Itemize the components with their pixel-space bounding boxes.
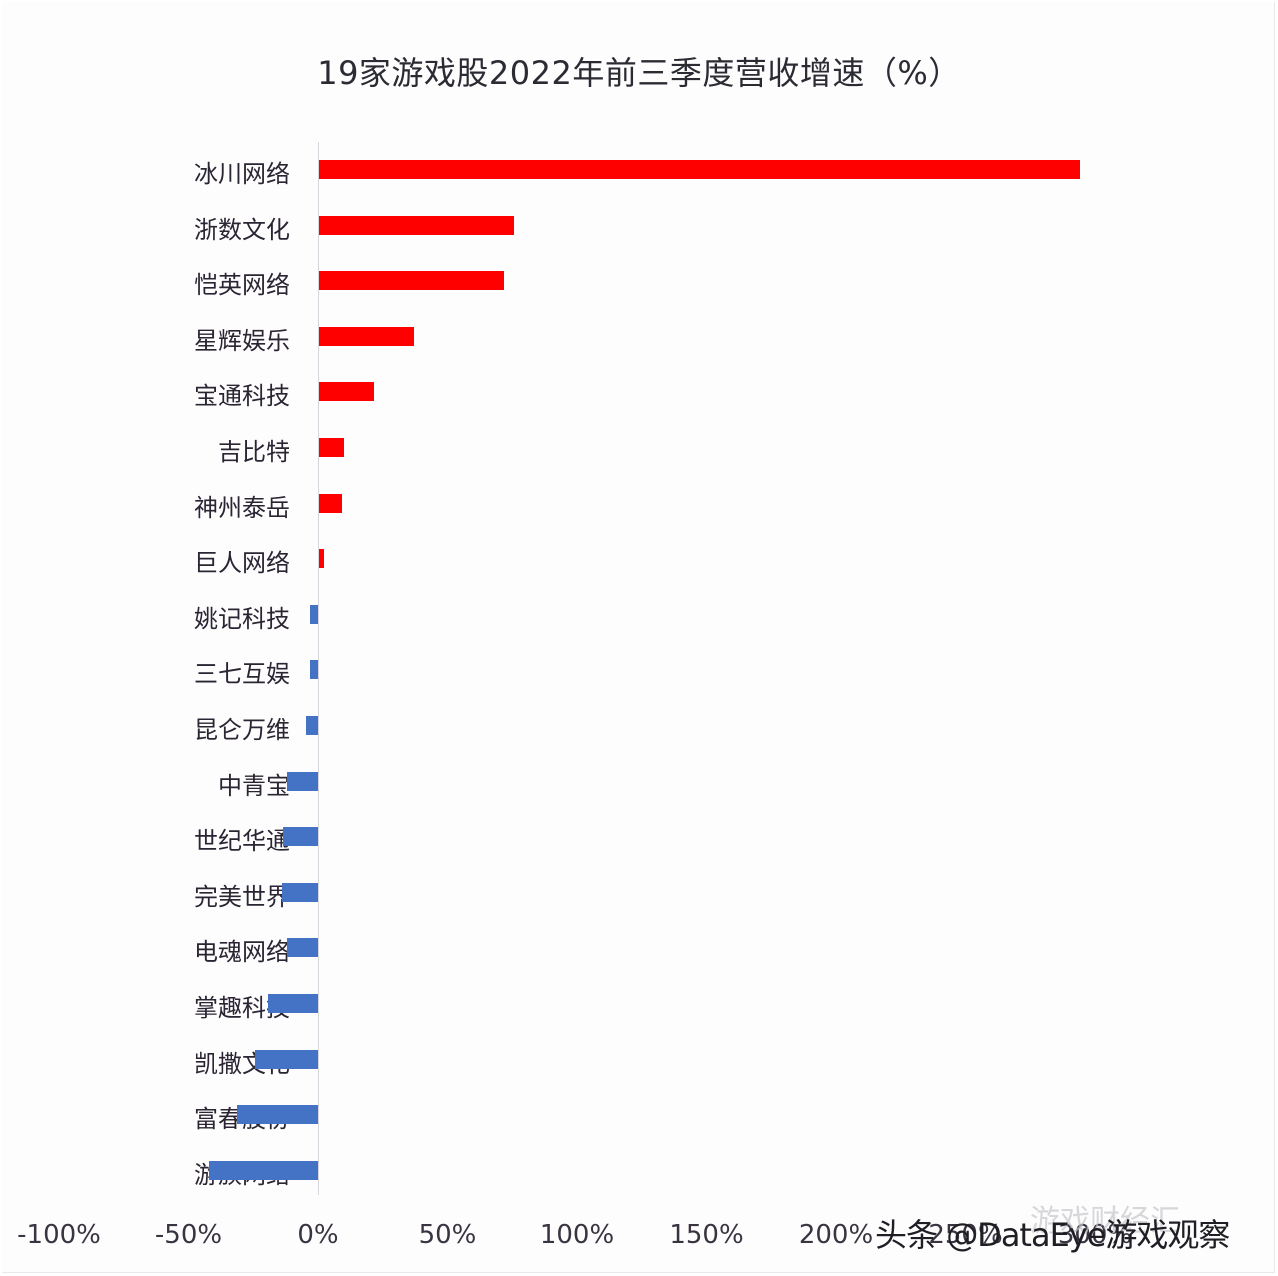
negative-bar — [309, 660, 318, 680]
positive-bar — [319, 160, 1080, 179]
bar-row: 浙数文化 — [0, 206, 1278, 246]
bar-row: 游族网络 — [0, 1151, 1278, 1191]
bar-row: 凯撒文化 — [0, 1040, 1278, 1080]
negative-bar — [283, 827, 318, 847]
positive-bar — [319, 382, 374, 402]
positive-bar — [319, 438, 345, 457]
negative-bar — [286, 938, 318, 958]
category-label: 神州泰岳 — [194, 493, 290, 522]
bar-row: 中青宝 — [0, 762, 1278, 802]
category-label: 恺英网络 — [194, 271, 290, 300]
negative-bar — [236, 1105, 318, 1125]
bar-row: 宝通科技 — [0, 372, 1278, 412]
category-label: 浙数文化 — [194, 215, 290, 244]
positive-bar — [319, 326, 415, 346]
negative-bar — [255, 1049, 318, 1069]
x-tick-label: 250% — [928, 1220, 1003, 1250]
category-label: 姚记科技 — [194, 604, 290, 633]
bar-row: 富春股份 — [0, 1095, 1278, 1135]
bar-row: 电魂网络 — [0, 928, 1278, 968]
negative-bar — [268, 994, 318, 1013]
positive-bar — [319, 271, 504, 291]
category-label: 世纪华通 — [194, 827, 290, 856]
bar-row: 昆仑万维 — [0, 706, 1278, 746]
negative-bar — [281, 882, 318, 902]
negative-bar — [309, 604, 318, 624]
x-tick-label: 100% — [539, 1220, 615, 1250]
watermark-primary: 头条 @DataEye游戏观察 — [875, 1216, 1230, 1254]
category-label: 星辉娱乐 — [194, 326, 290, 355]
x-tick-label: 50% — [418, 1220, 477, 1250]
bar-row: 吉比特 — [0, 428, 1278, 468]
bar-row: 完美世界 — [0, 873, 1278, 913]
x-tick-label: 0% — [297, 1220, 339, 1250]
positive-bar — [319, 493, 343, 513]
negative-bar — [306, 716, 318, 735]
category-label: 巨人网络 — [194, 549, 290, 578]
bar-row: 神州泰岳 — [0, 484, 1278, 524]
category-label: 中青宝 — [218, 771, 290, 800]
bar-row: 巨人网络 — [0, 539, 1278, 579]
positive-bar — [319, 549, 324, 569]
bar-row: 冰川网络 — [0, 150, 1278, 190]
negative-bar — [286, 771, 318, 791]
category-label: 三七互娱 — [194, 660, 290, 689]
x-tick-label: 150% — [669, 1220, 744, 1250]
category-label: 吉比特 — [218, 438, 290, 466]
category-label: 完美世界 — [194, 882, 290, 911]
category-label: 宝通科技 — [194, 382, 290, 411]
bar-row: 掌趣科技 — [0, 984, 1278, 1024]
negative-bar — [208, 1160, 318, 1180]
bar-row: 世纪华通 — [0, 817, 1278, 857]
x-tick-label: 300% — [1057, 1220, 1133, 1250]
positive-bar — [319, 215, 515, 235]
bar-row: 恺英网络 — [0, 261, 1278, 301]
bar-row: 三七互娱 — [0, 650, 1278, 690]
x-tick-label: -50% — [154, 1220, 223, 1250]
category-label: 冰川网络 — [194, 160, 290, 188]
zero-axis-line — [318, 142, 319, 1195]
category-label: 昆仑万维 — [194, 716, 290, 744]
watermark-secondary: 游戏财经汇 — [1030, 1204, 1180, 1239]
bar-row: 姚记科技 — [0, 595, 1278, 635]
chart-title: 19家游戏股2022年前三季度营收增速（%） — [317, 54, 961, 92]
x-tick-label: -100% — [17, 1220, 101, 1250]
category-label: 电魂网络 — [194, 938, 290, 967]
x-tick-label: 200% — [798, 1220, 874, 1250]
bar-row: 星辉娱乐 — [0, 317, 1278, 357]
